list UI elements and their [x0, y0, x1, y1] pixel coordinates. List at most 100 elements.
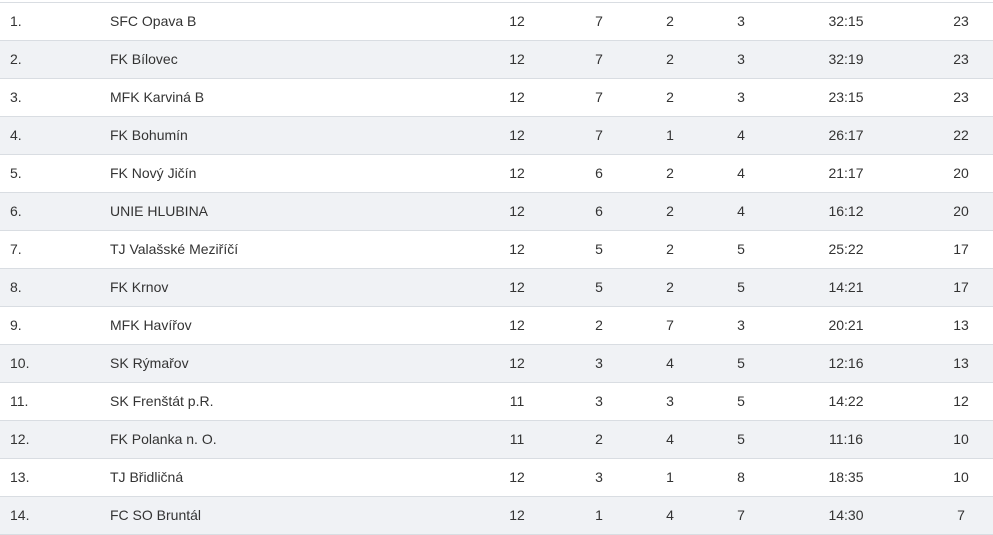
- team-cell: MFK Karviná B: [110, 89, 205, 105]
- rank-cell: 3.: [10, 89, 22, 105]
- played-cell: 12: [509, 127, 525, 143]
- team-cell: FK Krnov: [110, 279, 169, 295]
- draws-cell: 4: [666, 355, 674, 371]
- rank-cell: 10.: [10, 355, 30, 371]
- losses-cell: 3: [737, 89, 745, 105]
- played-cell: 12: [509, 13, 525, 29]
- team-cell: MFK Havířov: [110, 317, 192, 333]
- table-row: 8. FK Krnov 12 5 2 5 14:21 17: [0, 269, 993, 307]
- draws-cell: 2: [666, 13, 674, 29]
- draws-cell: 2: [666, 203, 674, 219]
- wins-cell: 6: [595, 165, 603, 181]
- score-cell: 18:35: [828, 469, 864, 485]
- rank-cell: 12.: [10, 431, 30, 447]
- table-row: 3. MFK Karviná B 12 7 2 3 23:15 23: [0, 79, 993, 117]
- played-cell: 12: [509, 469, 525, 485]
- rank-cell: 5.: [10, 165, 22, 181]
- score-cell: 14:21: [828, 279, 864, 295]
- score-cell: 25:22: [828, 241, 864, 257]
- wins-cell: 1: [595, 507, 603, 523]
- rank-cell: 2.: [10, 51, 22, 67]
- wins-cell: 7: [595, 13, 603, 29]
- wins-cell: 6: [595, 203, 603, 219]
- rank-cell: 7.: [10, 241, 22, 257]
- score-cell: 26:17: [828, 127, 864, 143]
- score-cell: 32:15: [828, 13, 864, 29]
- team-cell: SK Frenštát p.R.: [110, 393, 214, 409]
- team-cell: TJ Břidličná: [110, 469, 184, 485]
- wins-cell: 5: [595, 279, 603, 295]
- table-row: 12. FK Polanka n. O. 11 2 4 5 11:16 10: [0, 421, 993, 459]
- losses-cell: 3: [737, 317, 745, 333]
- points-cell: 17: [953, 279, 969, 295]
- played-cell: 12: [509, 507, 525, 523]
- losses-cell: 5: [737, 393, 745, 409]
- wins-cell: 2: [595, 317, 603, 333]
- team-cell: SFC Opava B: [110, 13, 197, 29]
- team-cell: FK Bohumín: [110, 127, 188, 143]
- points-cell: 13: [953, 317, 969, 333]
- team-cell: UNIE HLUBINA: [110, 203, 209, 219]
- draws-cell: 2: [666, 279, 674, 295]
- rank-cell: 1.: [10, 13, 22, 29]
- table-row: 11. SK Frenštát p.R. 11 3 3 5 14:22 12: [0, 383, 993, 421]
- team-cell: TJ Valašské Meziříčí: [110, 241, 239, 257]
- points-cell: 10: [953, 469, 969, 485]
- played-cell: 12: [509, 279, 525, 295]
- points-cell: 20: [953, 203, 969, 219]
- draws-cell: 4: [666, 431, 674, 447]
- points-cell: 20: [953, 165, 969, 181]
- wins-cell: 2: [595, 431, 603, 447]
- wins-cell: 3: [595, 469, 603, 485]
- team-cell: FK Polanka n. O.: [110, 431, 217, 447]
- points-cell: 23: [953, 51, 969, 67]
- losses-cell: 3: [737, 51, 745, 67]
- score-cell: 14:22: [828, 393, 864, 409]
- losses-cell: 4: [737, 165, 745, 181]
- rank-cell: 8.: [10, 279, 22, 295]
- wins-cell: 3: [595, 355, 603, 371]
- rank-cell: 6.: [10, 203, 22, 219]
- losses-cell: 3: [737, 13, 745, 29]
- points-cell: 23: [953, 89, 969, 105]
- team-cell: FC SO Bruntál: [110, 507, 202, 523]
- played-cell: 12: [509, 317, 525, 333]
- score-cell: 23:15: [828, 89, 864, 105]
- table-row: 4. FK Bohumín 12 7 1 4 26:17 22: [0, 117, 993, 155]
- losses-cell: 8: [737, 469, 745, 485]
- played-cell: 12: [509, 355, 525, 371]
- played-cell: 12: [509, 89, 525, 105]
- played-cell: 11: [509, 393, 525, 409]
- draws-cell: 7: [666, 317, 674, 333]
- draws-cell: 4: [666, 507, 674, 523]
- table-row: 6. UNIE HLUBINA 12 6 2 4 16:12 20: [0, 193, 993, 231]
- played-cell: 12: [509, 165, 525, 181]
- rank-cell: 14.: [10, 507, 30, 523]
- points-cell: 22: [953, 127, 969, 143]
- wins-cell: 3: [595, 393, 603, 409]
- wins-cell: 7: [595, 127, 603, 143]
- losses-cell: 5: [737, 279, 745, 295]
- draws-cell: 1: [666, 127, 674, 143]
- table-row: 14. FC SO Bruntál 12 1 4 7 14:30 7: [0, 497, 993, 535]
- points-cell: 10: [953, 431, 969, 447]
- score-cell: 21:17: [828, 165, 864, 181]
- points-cell: 17: [953, 241, 969, 257]
- table-row: 13. TJ Břidličná 12 3 1 8 18:35 10: [0, 459, 993, 497]
- table-row: 1. SFC Opava B 12 7 2 3 32:15 23: [0, 3, 993, 41]
- played-cell: 12: [509, 203, 525, 219]
- played-cell: 12: [509, 241, 525, 257]
- table-row: 2. FK Bílovec 12 7 2 3 32:19 23: [0, 41, 993, 79]
- points-cell: 13: [953, 355, 969, 371]
- losses-cell: 5: [737, 241, 745, 257]
- team-cell: SK Rýmařov: [110, 355, 189, 371]
- table-row: 9. MFK Havířov 12 2 7 3 20:21 13: [0, 307, 993, 345]
- losses-cell: 4: [737, 203, 745, 219]
- rank-cell: 13.: [10, 469, 30, 485]
- draws-cell: 2: [666, 51, 674, 67]
- score-cell: 12:16: [828, 355, 864, 371]
- rank-cell: 11.: [10, 393, 29, 409]
- played-cell: 12: [509, 51, 525, 67]
- points-cell: 12: [953, 393, 969, 409]
